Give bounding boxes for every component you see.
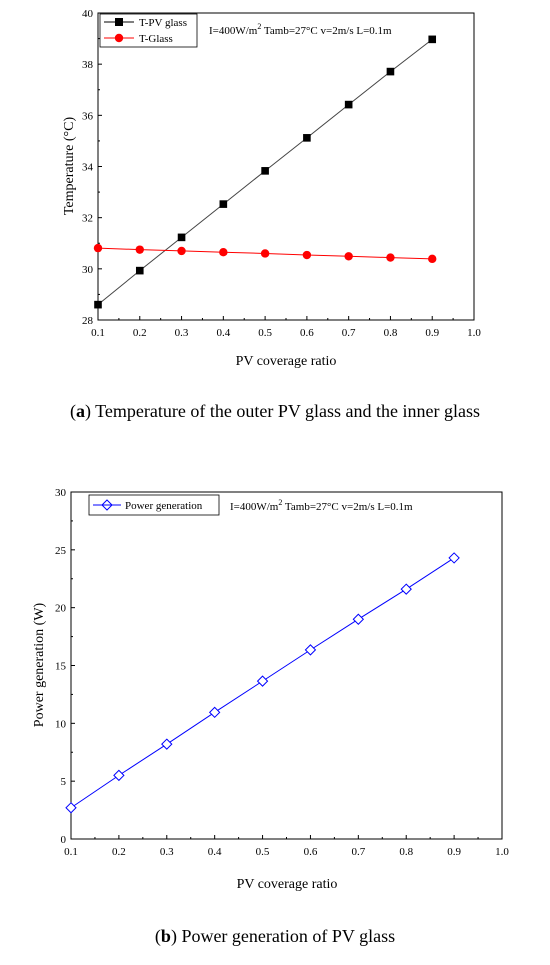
chart-b-x-tick-label: 0.8 xyxy=(399,846,413,858)
chart-a-conditions-main: I=400W/m xyxy=(209,25,258,37)
chart-b: 0 5 10 15 20 25 30 0.1 0.2 0.3 0.4 0.5 0.6 0.7 0.8 0.9… xyxy=(32,487,509,892)
chart-a-y-tick-label: 32 xyxy=(82,213,93,225)
chart-b-x-tick-label: 0.4 xyxy=(208,846,222,858)
chart-b-series xyxy=(65,552,460,814)
data-point-t-pv-glass xyxy=(303,134,311,142)
chart-b-x-axis: 0.1 0.2 0.3 0.4 0.5 0.6 0.7 0.8 0.9 1.0 xyxy=(64,835,509,858)
chart-a-x-tick-label: 0.9 xyxy=(425,327,439,339)
chart-a-y-tick-label: 40 xyxy=(82,8,94,20)
chart-b-y-tick-label: 10 xyxy=(55,718,67,730)
legend-marker-t-glass xyxy=(114,33,124,43)
data-point-t-glass xyxy=(135,245,144,254)
chart-b-x-tick-label: 0.6 xyxy=(304,846,318,858)
chart-a-caption-text: Temperature of the outer PV glass and th… xyxy=(95,401,480,421)
chart-b-x-tick-label: 0.5 xyxy=(256,846,270,858)
chart-a-plot-frame xyxy=(97,12,475,321)
chart-a-x-tick-label: 0.5 xyxy=(258,327,272,339)
data-point-t-pv-glass xyxy=(428,35,437,44)
chart-a-y-tick-label: 36 xyxy=(82,110,94,122)
chart-b-conditions-rest: Tamb=27°C v=2m/s L=0.1m xyxy=(282,501,413,513)
chart-a-x-tick-label: 0.3 xyxy=(175,327,189,339)
chart-a-x-tick-label: 0.4 xyxy=(216,327,230,339)
legend-label-t-pv-glass: T-PV glass xyxy=(139,17,187,29)
chart-a-caption: (a) Temperature of the outer PV glass an… xyxy=(70,401,480,421)
data-point-t-pv-glass xyxy=(344,100,353,109)
chart-b-x-axis-label: PV coverage ratio xyxy=(237,877,338,892)
data-point-t-glass xyxy=(302,250,312,260)
data-point-power-generation xyxy=(113,769,125,782)
chart-b-x-tick-label: 0.1 xyxy=(64,846,78,858)
chart-a-y-axis: 28 30 32 34 36 38 40 xyxy=(82,8,102,327)
data-point-t-glass xyxy=(344,252,353,261)
legend-label-t-glass: T-Glass xyxy=(139,33,173,45)
chart-a-conditions-rest: Tamb=27°C v=2m/s L=0.1m xyxy=(261,25,392,37)
chart-a-conditions-sup: 2 xyxy=(257,22,261,31)
chart-a-x-axis: 0.1 0.2 0.3 0.4 0.5 0.6 0.7 0.8 0.9 1.0 xyxy=(91,316,481,339)
data-point-power-generation xyxy=(304,644,317,656)
chart-b-x-tick-label: 0.7 xyxy=(351,846,365,858)
data-point-t-pv-glass xyxy=(219,200,228,208)
chart-a-caption-letter: a xyxy=(76,401,85,421)
chart-a-legend: T-PV glass T-Glass xyxy=(99,13,198,48)
data-point-t-glass xyxy=(428,254,437,264)
chart-b-y-tick-label: 0 xyxy=(61,834,67,846)
data-point-t-pv-glass xyxy=(261,167,269,175)
chart-a-x-tick-label: 0.6 xyxy=(300,327,314,339)
data-point-power-generation xyxy=(161,738,173,750)
chart-b-caption-letter: b xyxy=(160,926,171,946)
chart-b-x-tick-label: 0.9 xyxy=(447,846,461,858)
data-point-power-generation xyxy=(256,675,269,687)
data-point-power-generation xyxy=(208,706,221,719)
data-point-power-generation xyxy=(400,583,412,595)
data-point-power-generation xyxy=(352,613,365,625)
chart-b-y-tick-label: 20 xyxy=(55,603,67,615)
chart-b-conditions-main: I=400W/m xyxy=(230,501,279,513)
data-point-power-generation xyxy=(448,552,460,564)
chart-a-conditions-note: I=400W/m2 Tamb=27°C v=2m/s L=0.1m xyxy=(209,22,392,37)
chart-a-x-tick-label: 0.1 xyxy=(91,327,105,339)
legend-label-power-generation: Power generation xyxy=(125,500,203,512)
data-point-t-pv-glass xyxy=(386,67,395,76)
chart-b-y-tick-label: 15 xyxy=(55,661,67,673)
data-point-t-glass xyxy=(219,248,228,257)
chart-b-legend: Power generation xyxy=(88,494,220,516)
data-point-power-generation xyxy=(65,802,77,814)
chart-a-x-tick-label: 0.8 xyxy=(384,327,398,339)
chart-a-y-tick-label: 30 xyxy=(82,264,94,276)
data-point-t-pv-glass xyxy=(177,233,186,242)
chart-b-conditions-sup: 2 xyxy=(278,498,282,507)
chart-a-x-tick-label: 0.2 xyxy=(133,327,147,339)
chart-b-legend-box xyxy=(88,494,220,516)
chart-a-legend-box xyxy=(99,13,198,48)
data-point-t-glass xyxy=(93,243,103,253)
chart-a-y-axis-label: Temperature (°C) xyxy=(62,117,77,216)
chart-b-y-tick-label: 5 xyxy=(61,776,67,788)
chart-a-series xyxy=(93,35,437,309)
legend-marker-t-pv-glass xyxy=(115,18,123,26)
chart-b-y-axis-label: Power generation (W) xyxy=(32,602,47,727)
chart-b-x-tick-label: 1.0 xyxy=(495,846,509,858)
chart-a-y-tick-label: 34 xyxy=(82,162,94,174)
data-point-t-pv-glass xyxy=(94,300,102,309)
chart-b-x-tick-label: 0.3 xyxy=(160,846,174,858)
chart-b-conditions-note: I=400W/m2 Tamb=27°C v=2m/s L=0.1m xyxy=(230,498,413,513)
chart-b-y-axis: 0 5 10 15 20 25 30 xyxy=(55,487,75,846)
chart-a-y-tick-label: 28 xyxy=(82,315,94,327)
data-point-t-glass xyxy=(260,249,270,258)
chart-b-y-tick-label: 30 xyxy=(55,487,67,499)
chart-b-caption-text: Power generation of PV glass xyxy=(181,926,396,946)
chart-b-caption: (b) Power generation of PV glass xyxy=(154,926,396,946)
chart-a-x-tick-label: 0.7 xyxy=(342,327,356,339)
chart-b-y-tick-label: 25 xyxy=(55,545,67,557)
chart-a-x-axis-label: PV coverage ratio xyxy=(236,354,337,369)
chart-b-x-tick-label: 0.2 xyxy=(112,846,126,858)
chart-a-x-tick-label: 1.0 xyxy=(467,327,481,339)
data-point-t-pv-glass xyxy=(135,266,144,275)
legend-marker-power-generation xyxy=(101,499,113,511)
chart-a-y-tick-label: 38 xyxy=(82,59,94,71)
data-point-t-glass xyxy=(386,253,395,262)
data-point-t-glass xyxy=(177,246,186,256)
